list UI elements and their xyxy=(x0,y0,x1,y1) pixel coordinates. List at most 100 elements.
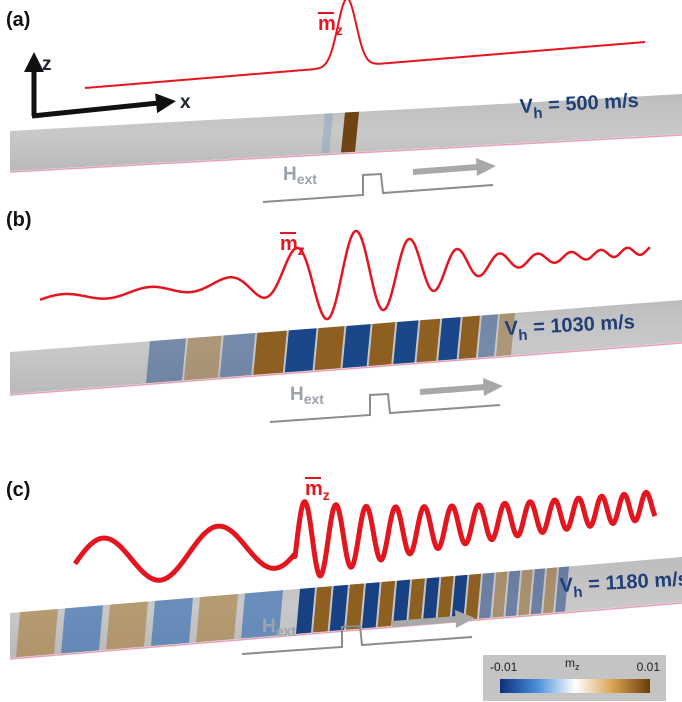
domain-stripe xyxy=(219,333,256,378)
domain-stripe xyxy=(478,572,495,619)
symbol: m xyxy=(305,478,323,500)
colorbar-gradient xyxy=(500,679,650,693)
panel: (b) Vh = 1030 m/s mz Hext xyxy=(6,209,682,423)
domain-stripe xyxy=(465,573,481,620)
wave-label: mz xyxy=(318,13,343,38)
symbol: H xyxy=(283,164,297,185)
field-pulse xyxy=(241,624,473,655)
domain-stripe xyxy=(437,576,454,623)
panel-label: (c) xyxy=(6,479,30,501)
subscript: h xyxy=(518,327,528,344)
colorbar-min: -0.01 xyxy=(490,660,518,674)
domain-stripe xyxy=(345,583,364,630)
domain-stripe xyxy=(451,574,468,621)
domain-stripe xyxy=(314,326,345,371)
domain-stripe xyxy=(543,567,558,614)
colorbar-max: 0.01 xyxy=(637,660,661,674)
subscript: z xyxy=(323,487,330,503)
symbol: m xyxy=(565,656,575,670)
symbol: H xyxy=(290,384,304,405)
subscript: ext xyxy=(276,623,297,639)
field-label: Hext xyxy=(262,616,296,639)
subscript: z xyxy=(575,662,580,672)
domain-stripe xyxy=(393,579,411,626)
domain-stripe xyxy=(151,597,193,646)
value-text: = 1030 m/s xyxy=(533,311,636,338)
domain-stripe xyxy=(555,566,569,613)
domain-stripe xyxy=(416,318,441,363)
domain-stripe xyxy=(296,587,315,634)
motion-arrowhead xyxy=(483,378,503,396)
domain-stripe xyxy=(530,568,546,615)
film-edge xyxy=(9,134,682,173)
motion-arrowhead xyxy=(455,610,475,628)
domain-stripe xyxy=(505,570,521,617)
velocity-label: Vh = 1030 m/s xyxy=(504,311,636,345)
symbol: V xyxy=(504,317,519,340)
magnetization-wave xyxy=(72,489,658,583)
axes-glyph: z x xyxy=(24,52,191,119)
domain-stripe xyxy=(284,328,317,373)
magnetization-wave xyxy=(84,0,646,89)
domain-stripe xyxy=(368,322,396,366)
wave-label: mz xyxy=(280,233,305,258)
symbol: V xyxy=(559,574,574,597)
subscript: ext xyxy=(304,391,325,407)
domain-stripe xyxy=(458,315,480,359)
field-label: Hext xyxy=(283,164,317,187)
symbol: H xyxy=(262,616,276,637)
colorbar-frame xyxy=(483,655,666,701)
subscript: h xyxy=(573,584,583,601)
film-edge xyxy=(9,342,682,396)
domain-stripe xyxy=(321,113,333,154)
domain-stripe xyxy=(329,584,348,632)
domain-stripe xyxy=(422,577,440,624)
motion-arrow xyxy=(412,164,479,175)
symbol: m xyxy=(318,13,336,35)
motion-arrow xyxy=(391,616,458,627)
panel-label: (a) xyxy=(6,9,30,31)
field-pulse xyxy=(269,392,501,423)
domain-stripe xyxy=(438,317,461,361)
value-text: = 1180 m/s xyxy=(588,568,682,595)
domain-stripe xyxy=(496,312,516,357)
axis-x-label: x xyxy=(180,92,191,113)
domain-stripe xyxy=(184,335,222,381)
domain-stripe xyxy=(146,338,186,384)
field-pulse xyxy=(262,172,494,203)
domain-stripe xyxy=(196,594,238,643)
subscript: z xyxy=(298,242,305,258)
domain-stripe xyxy=(61,605,103,654)
domain-stripe xyxy=(477,314,499,358)
domain-stripe xyxy=(342,324,371,368)
panel: (c) Vh = 1180 m/s mz Hext xyxy=(6,477,682,660)
wave-label: mz xyxy=(305,478,330,503)
field-label: Hext xyxy=(290,384,324,407)
motion-arrow xyxy=(419,384,486,395)
colorbar-label: mz xyxy=(565,656,580,672)
domain-stripe xyxy=(408,578,425,625)
domain-stripe xyxy=(377,580,396,628)
symbol: V xyxy=(519,95,534,118)
subscript: z xyxy=(336,22,343,38)
domain-stripe xyxy=(361,582,380,629)
domain-stripe xyxy=(393,320,419,365)
colorbar: -0.01 0.01 mz xyxy=(483,655,666,701)
velocity-label: Vh = 500 m/s xyxy=(519,90,639,123)
domain-stripe xyxy=(492,571,508,618)
domain-stripe xyxy=(16,609,58,658)
value-text: = 500 m/s xyxy=(548,90,640,117)
domain-stripe xyxy=(241,590,283,639)
domain-stripe xyxy=(341,111,359,153)
panel-label: (b) xyxy=(6,209,32,231)
symbol: m xyxy=(280,233,298,255)
domain-stripe xyxy=(106,601,148,650)
magnetization-wave xyxy=(39,229,651,321)
axis-z-label: z xyxy=(42,54,52,75)
domain-stripe xyxy=(313,586,332,633)
subscript: ext xyxy=(297,171,318,187)
subscript: h xyxy=(533,105,543,122)
